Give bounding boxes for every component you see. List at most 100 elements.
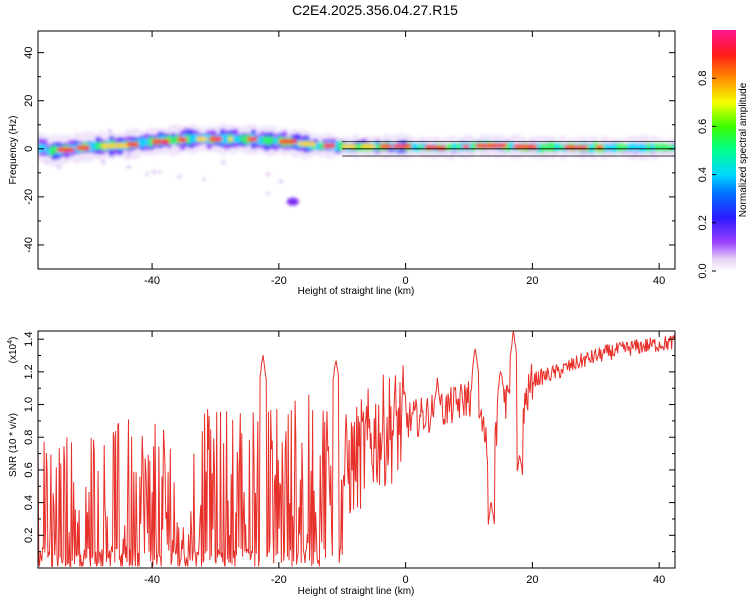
heatmap-cell	[144, 139, 149, 145]
heatmap-cell	[585, 144, 591, 152]
heatmap-cell	[186, 134, 191, 144]
heatmap-cell	[612, 143, 617, 153]
heatmap-x-tick-label: -20	[271, 275, 287, 287]
heatmap-noise	[278, 180, 283, 184]
heatmap-ticks: -40 -20 0 20 40 -40 -20 0 20 40	[23, 31, 675, 287]
heatmap-cell	[266, 136, 271, 146]
heatmap-hotspot	[209, 137, 223, 142]
heatmap-cell	[627, 143, 632, 151]
heatmap-noise	[202, 177, 206, 181]
heatmap-hotspot	[526, 144, 538, 150]
heatmap-ylabel: Frequency (Hz)	[8, 116, 19, 185]
heatmap-hotspot	[101, 143, 115, 149]
heatmap-cell	[258, 136, 264, 146]
heatmap-cell	[536, 143, 541, 153]
heatmap-cell	[269, 136, 275, 144]
heatmap-cell	[205, 134, 210, 143]
snr-y-tick-label: 0.2	[23, 528, 35, 543]
heatmap-noise	[183, 127, 188, 131]
heatmap-hotspot	[196, 137, 208, 142]
svg-text:(x104): (x104)	[7, 337, 19, 364]
heatmap-noise	[266, 192, 270, 196]
heatmap-cell	[41, 144, 47, 151]
heatmap-hotspot	[247, 137, 258, 142]
heatmap-cell	[357, 143, 362, 152]
heatmap-noise	[152, 170, 157, 174]
heatmap-hotspot	[323, 143, 336, 148]
snr-frame	[37, 330, 676, 569]
heatmap-cell	[593, 141, 598, 152]
colorbar-gradient	[712, 30, 736, 271]
snr-x-tick-label: 0	[403, 574, 409, 586]
heatmap-cell	[262, 136, 267, 144]
heatmap-cell	[509, 141, 515, 150]
snr-y-tick-label: 1.0	[23, 397, 35, 412]
heatmap-cell	[171, 136, 176, 144]
heatmap-hotspot	[126, 142, 139, 147]
heatmap-cell	[646, 142, 651, 153]
heatmap-cell	[665, 144, 670, 151]
snr-panel: -40 -20 0 20 40 0.2 0.4 0.6 0.8 1.0 1.2 1.4 Height …	[7, 330, 676, 597]
snr-y-tick-label: 0.8	[23, 430, 35, 445]
heatmap-noise	[101, 160, 106, 164]
heatmap-cell	[471, 141, 476, 152]
heatmap-cell	[319, 142, 324, 150]
heatmap-cell	[53, 145, 58, 154]
heatmap-noise	[158, 170, 162, 174]
heatmap-cell	[334, 141, 340, 151]
heatmap-cell	[72, 145, 77, 152]
heatmap-noise	[107, 129, 112, 133]
heatmap-noise	[221, 160, 226, 164]
heatmap-cell	[315, 142, 321, 150]
snr-y-tick-label: 0.4	[23, 495, 35, 510]
heatmap-cell	[136, 139, 142, 147]
heatmap-cell	[467, 144, 473, 151]
heatmap-cell	[95, 142, 100, 150]
heatmap-cell	[193, 134, 199, 143]
snr-x-tick-label: -20	[271, 574, 287, 586]
heatmap-cell	[338, 141, 343, 151]
heatmap-hotspot	[152, 139, 170, 144]
heatmap-cell	[49, 146, 54, 156]
heatmap-x-tick-label: 20	[526, 275, 538, 287]
snr-x-tick-label: 20	[526, 574, 538, 586]
heatmap-cell	[418, 144, 423, 151]
heatmap-hotspot	[342, 144, 356, 149]
heatmap-cell	[600, 144, 606, 153]
colorbar-tick-label: 0.0	[697, 263, 709, 278]
heatmap-cell	[661, 143, 667, 152]
heatmap-noise	[126, 153, 131, 157]
heatmap-y-tick-label: -40	[23, 237, 35, 253]
heatmap-cell	[448, 143, 454, 151]
heatmap-cell	[547, 142, 553, 152]
heatmap-cell	[616, 143, 621, 152]
heatmap-cell	[224, 134, 229, 144]
heatmap-cell	[623, 144, 629, 151]
heatmap-cell	[638, 143, 644, 153]
snr-ticks: -40 -20 0 20 40 0.2 0.4 0.6 0.8 1.0 1.2 1.4	[23, 331, 675, 586]
heatmap-cell	[608, 144, 613, 151]
heatmap-cell	[631, 142, 636, 151]
heatmap-noise	[126, 165, 131, 169]
heatmap-hotspot	[380, 144, 392, 149]
heatmap-cell	[673, 144, 675, 151]
heatmap-noise	[145, 172, 149, 176]
heatmap-cell	[422, 143, 427, 150]
heatmap-noise	[57, 165, 62, 169]
heatmap-cell	[45, 148, 51, 155]
heatmap-cell	[543, 144, 549, 151]
heatmap-cell	[604, 143, 610, 152]
heatmap-y-tick-label: -20	[23, 189, 35, 205]
heatmap-x-tick-label: 40	[653, 275, 665, 287]
heatmap-cell	[456, 143, 461, 150]
heatmap-cell	[669, 144, 674, 152]
snr-ylabel: SNR (10 * v/v)	[8, 413, 19, 477]
snr-x-tick-label: -40	[144, 574, 160, 586]
heatmap-hotspot	[177, 137, 188, 142]
heatmap-cell	[452, 142, 457, 150]
heatmap-cell	[551, 142, 556, 152]
colorbar-tick-label: 0.4	[697, 167, 709, 182]
snr-scale-label: (x104)	[7, 337, 19, 364]
heatmap-cell	[91, 141, 96, 151]
heatmap-hotspot	[361, 144, 376, 149]
